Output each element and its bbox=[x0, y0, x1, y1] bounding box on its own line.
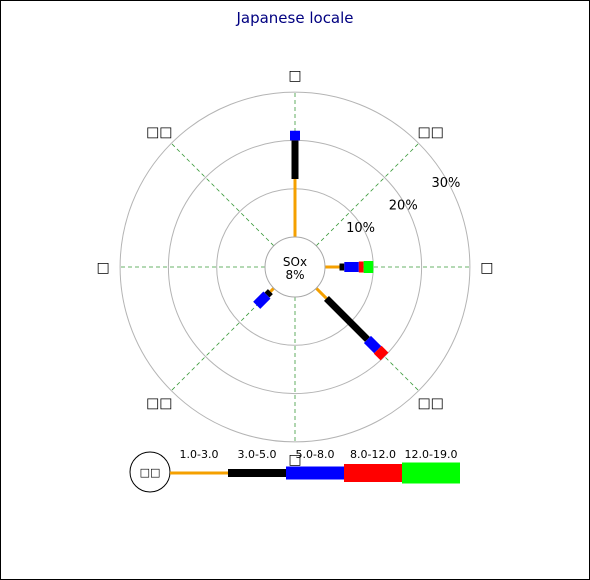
direction-label-315: □□ bbox=[146, 124, 172, 140]
segment-135-bin-3 bbox=[373, 345, 389, 361]
legend-center-label: □□ bbox=[140, 466, 161, 479]
axis-45 bbox=[315, 141, 421, 247]
direction-label-0: □ bbox=[288, 68, 301, 84]
ring-label-10: 10% bbox=[346, 221, 375, 236]
legend-label-1: 3.0-5.0 bbox=[238, 448, 277, 461]
center-value: 8% bbox=[285, 268, 304, 282]
segment-135-bin-0 bbox=[315, 287, 328, 300]
direction-label-270: □ bbox=[96, 260, 109, 276]
center-circle bbox=[264, 236, 326, 298]
legend-label-3: 8.0-12.0 bbox=[350, 448, 396, 461]
legend-label-2: 5.0-8.0 bbox=[296, 448, 335, 461]
segment-225-bin-1 bbox=[264, 289, 273, 298]
segment-135-bin-1 bbox=[323, 295, 370, 342]
ring-30 bbox=[119, 91, 471, 443]
legend-label-0: 1.0-3.0 bbox=[180, 448, 219, 461]
segment-135-bin-2 bbox=[363, 335, 382, 354]
legend-label-4: 12.0-19.0 bbox=[405, 448, 458, 461]
segment-225-bin-0 bbox=[269, 287, 275, 293]
ring-label-20: 20% bbox=[389, 198, 418, 213]
ring-label-30: 30% bbox=[431, 176, 460, 191]
direction-label-225: □□ bbox=[146, 396, 172, 412]
direction-label-45: □□ bbox=[417, 124, 443, 140]
center-label: SOx bbox=[283, 255, 307, 269]
direction-label-180: □ bbox=[288, 452, 301, 468]
wind-segments bbox=[253, 130, 389, 361]
axis-225 bbox=[169, 287, 275, 393]
segment-225-bin-2 bbox=[253, 291, 271, 309]
direction-label-135: □□ bbox=[417, 396, 443, 412]
direction-labels: □□□□□□□□□□□□ bbox=[96, 68, 493, 468]
axis-315 bbox=[169, 141, 275, 247]
direction-label-90: □ bbox=[480, 260, 493, 276]
chart-title: Japanese locale bbox=[235, 9, 353, 27]
legend: □□ 1.0-3.0 3.0-5.0 5.0-8.0 8.0-12.0 12.0-19.… bbox=[129, 448, 460, 493]
ring-labels: 10% 20% 30% bbox=[346, 176, 460, 236]
